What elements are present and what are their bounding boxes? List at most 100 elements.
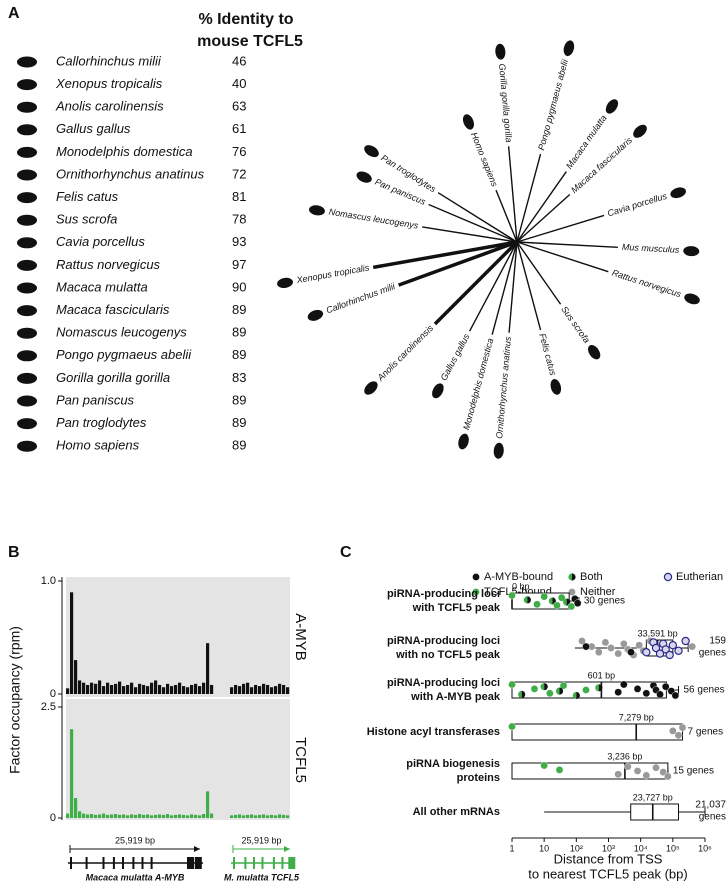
y-axis-label: Factor occupancy (rpm) bbox=[7, 626, 23, 774]
data-point bbox=[568, 573, 576, 581]
species-icon bbox=[17, 146, 37, 158]
signal-bar bbox=[134, 814, 138, 818]
point-dot bbox=[642, 648, 651, 657]
n-label: 56 genes bbox=[683, 685, 724, 696]
tree-branch bbox=[507, 146, 518, 243]
exon bbox=[70, 857, 72, 869]
data-point bbox=[540, 592, 548, 601]
y-tick-label: 0 bbox=[50, 688, 56, 700]
point-half bbox=[559, 687, 564, 695]
signal-bar bbox=[166, 683, 170, 694]
data-point bbox=[614, 688, 622, 697]
signal-bar bbox=[178, 682, 182, 694]
signal-bar bbox=[94, 683, 98, 694]
signal-bar bbox=[250, 687, 254, 694]
tree-leaf-label: Gallus gallus bbox=[439, 332, 472, 383]
row-label: piRNA-producing loci bbox=[387, 635, 500, 647]
point-dot bbox=[582, 686, 590, 694]
signal-bar bbox=[186, 687, 190, 694]
n-label: 21,037 bbox=[695, 800, 726, 811]
signal-bar bbox=[174, 684, 178, 694]
species-icon bbox=[17, 124, 37, 136]
signal-bar bbox=[110, 814, 114, 818]
tree-branch bbox=[516, 241, 618, 248]
data-point bbox=[557, 593, 566, 602]
data-point bbox=[601, 638, 610, 647]
point-dot bbox=[555, 766, 564, 774]
exon bbox=[122, 857, 124, 869]
n-label: 30 genes bbox=[584, 596, 625, 607]
data-point bbox=[568, 588, 576, 596]
point-dot bbox=[601, 638, 610, 647]
tree-leaf-icon bbox=[364, 145, 379, 158]
median-label: 0 bp bbox=[512, 581, 530, 591]
tree-leaf-icon bbox=[462, 114, 474, 130]
point-dot bbox=[688, 642, 696, 651]
signal-bar bbox=[262, 814, 266, 818]
signal-bar bbox=[206, 643, 210, 694]
signal-bar bbox=[278, 814, 282, 818]
species-name: Gorilla gorilla gorilla bbox=[56, 370, 170, 385]
data-point bbox=[546, 689, 554, 698]
exon bbox=[261, 857, 264, 869]
tree-branch bbox=[516, 171, 567, 243]
identity-value: 63 bbox=[232, 99, 246, 114]
point-dot bbox=[651, 643, 661, 653]
signal-bar bbox=[78, 811, 82, 818]
point-dot bbox=[553, 601, 561, 610]
data-point bbox=[578, 637, 586, 645]
identity-value: 78 bbox=[232, 212, 246, 227]
signal-bar bbox=[230, 687, 234, 694]
point-dot bbox=[669, 727, 677, 735]
signal-bar bbox=[286, 687, 290, 694]
signal-bar bbox=[146, 686, 150, 694]
point-dot bbox=[540, 592, 548, 601]
tree-leaf-label: Callorhinchus milii bbox=[325, 281, 398, 316]
point-dot bbox=[668, 641, 678, 650]
point-dot bbox=[540, 761, 548, 770]
tree-leaf-icon bbox=[432, 383, 444, 399]
species-name: Pan troglodytes bbox=[56, 415, 147, 430]
point-dot bbox=[674, 646, 683, 656]
signal-bar bbox=[98, 680, 102, 694]
data-point bbox=[614, 770, 622, 779]
data-point bbox=[582, 642, 590, 651]
species-name: Pongo pygmaeus abelii bbox=[56, 347, 192, 362]
data-point bbox=[663, 572, 673, 582]
species-icon bbox=[17, 56, 37, 68]
point-dot bbox=[633, 767, 642, 775]
data-point bbox=[633, 767, 642, 775]
signal-bar bbox=[254, 815, 258, 818]
signal-bar bbox=[86, 684, 90, 694]
data-point bbox=[659, 768, 667, 776]
point-dot bbox=[530, 685, 539, 693]
data-point bbox=[633, 685, 642, 693]
median-label: 601 bp bbox=[588, 670, 616, 680]
signal-bar bbox=[106, 682, 110, 694]
signal-bar bbox=[278, 683, 282, 694]
tree-leaf-icon bbox=[633, 124, 647, 138]
point-dot bbox=[614, 688, 622, 697]
signal-bar bbox=[262, 683, 266, 694]
exon bbox=[233, 857, 235, 869]
tree-branch bbox=[516, 153, 542, 243]
exon bbox=[288, 857, 296, 869]
median-label: 3,236 bp bbox=[607, 751, 642, 761]
species-icon bbox=[17, 395, 37, 407]
data-point bbox=[553, 601, 561, 610]
point-dot bbox=[620, 680, 628, 689]
identity-value: 90 bbox=[232, 279, 246, 294]
point-half bbox=[521, 690, 526, 698]
data-point bbox=[669, 727, 677, 735]
row-label: with TCFL5 peak bbox=[412, 602, 501, 614]
signal-bar bbox=[230, 815, 234, 818]
data-point bbox=[595, 648, 603, 657]
species-name: Pan paniscus bbox=[56, 392, 135, 407]
signal-bar bbox=[134, 687, 138, 694]
species-name: Sus scrofa bbox=[56, 212, 117, 227]
signal-bar bbox=[170, 686, 174, 694]
data-point bbox=[661, 645, 670, 654]
table-header: mouse TCFL5 bbox=[197, 33, 303, 50]
data-point bbox=[656, 690, 664, 699]
tree-leaf-label: Anolis carolinensis bbox=[375, 323, 436, 384]
